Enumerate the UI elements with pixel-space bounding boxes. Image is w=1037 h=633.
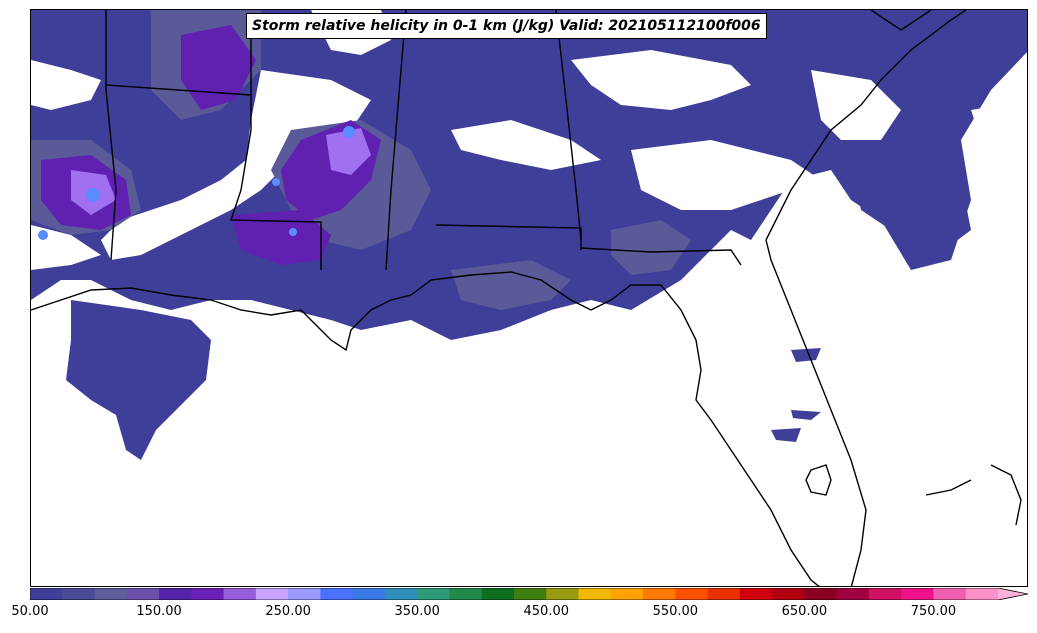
colorbar-segment (126, 588, 160, 600)
helicity-core-2 (86, 188, 100, 202)
map-title: Storm relative helicity in 0-1 km (J/kg)… (246, 13, 767, 39)
helicity-fl-1 (791, 348, 821, 362)
border-tx-la (105, 10, 117, 261)
helicity-shading (31, 10, 1027, 460)
colorbar-segment (159, 588, 192, 600)
colorbar-segment (255, 588, 289, 600)
colorbar-tick-label: 150.00 (136, 604, 182, 619)
colorbar-segment (772, 588, 805, 600)
helicity-core-5 (289, 228, 297, 236)
colorbar-tick-label: 650.00 (781, 604, 828, 619)
map-panel (30, 9, 1028, 587)
colorbar-segment (191, 588, 225, 600)
border-la-ms (230, 30, 322, 270)
clear-area-1 (31, 60, 101, 110)
colorbar-outline (30, 588, 1028, 600)
helicity-purple-3 (231, 210, 331, 265)
colorbar-segment (384, 588, 418, 600)
colorbar-segment (30, 588, 63, 600)
colorbar-tick-label: 550.00 (652, 604, 699, 619)
helicity-core-3 (38, 230, 48, 240)
colorbar-segment (288, 588, 321, 600)
colorbar-segment (223, 588, 257, 600)
colorbar-segment (417, 588, 450, 600)
colorbar-segment (707, 588, 741, 600)
helicity-fl-2 (791, 410, 821, 420)
clear-area-3 (31, 225, 101, 270)
helicity-light-1 (326, 128, 371, 175)
colorbar-segment (481, 588, 515, 600)
colorbar-segment (94, 588, 128, 600)
colorbar-segment (449, 588, 483, 600)
clear-area-8 (971, 100, 1027, 180)
border-fl-ga (580, 247, 742, 266)
coastline-gulf (31, 271, 820, 586)
colorbar-tick-label: 50.00 (11, 604, 49, 619)
helicity-purple-4 (181, 25, 256, 110)
colorbar-segment (610, 588, 644, 600)
colorbar-tick-label: 250.00 (265, 604, 311, 619)
helicity-region-gulf (66, 300, 211, 460)
colorbar-tick-label: 450.00 (523, 604, 570, 619)
colorbar-segment (804, 588, 838, 600)
colorbar-segment (578, 588, 612, 600)
colorbar-tick-label: 750.00 (910, 604, 957, 619)
colorbar-extend-arrow (998, 588, 1028, 600)
clear-area-4 (451, 120, 601, 170)
colorbar-tick-label: 350.00 (394, 604, 440, 619)
colorbar-segment (836, 588, 870, 600)
coastline-florida-east (765, 10, 967, 586)
helicity-mid-3 (451, 260, 571, 310)
border-al-ga (555, 10, 582, 241)
helicity-mid-4 (611, 220, 691, 275)
colorbar-tick-labels: 50.00 150.00 250.00 350.00 450.00 550.00 650.0… (0, 604, 1037, 624)
helicity-core-1 (343, 126, 355, 138)
helicity-east-1 (851, 150, 971, 260)
colorbar-segment (62, 588, 96, 600)
colorbar-segment (643, 588, 676, 600)
helicity-map (31, 10, 1027, 586)
border-ar-la (105, 84, 252, 96)
colorbar-segment (320, 588, 354, 600)
border-ms-al (385, 10, 407, 271)
colorbar-segment (546, 588, 580, 600)
colorbar-segment (901, 588, 934, 600)
coastline-bahamas (925, 464, 1022, 526)
colorbar-segment (868, 588, 902, 600)
colorbar-segment (514, 588, 547, 600)
helicity-core-4 (272, 178, 280, 186)
border-ga-sc (870, 10, 932, 31)
clear-area-6 (631, 140, 821, 210)
colorbar-segment (933, 588, 967, 600)
colorbar-segment (675, 588, 709, 600)
clear-area-7 (811, 70, 901, 140)
border-fl-al (435, 224, 582, 250)
clear-area-2 (101, 70, 371, 260)
colorbar-segment (739, 588, 773, 600)
boundaries (31, 10, 1022, 586)
helicity-fl-3 (771, 428, 801, 442)
colorbar-segment (965, 588, 999, 600)
colorbar-segment (352, 588, 386, 600)
colorbar (30, 588, 1028, 600)
clear-area-5 (571, 50, 751, 110)
lake-okeechobee (805, 464, 832, 496)
